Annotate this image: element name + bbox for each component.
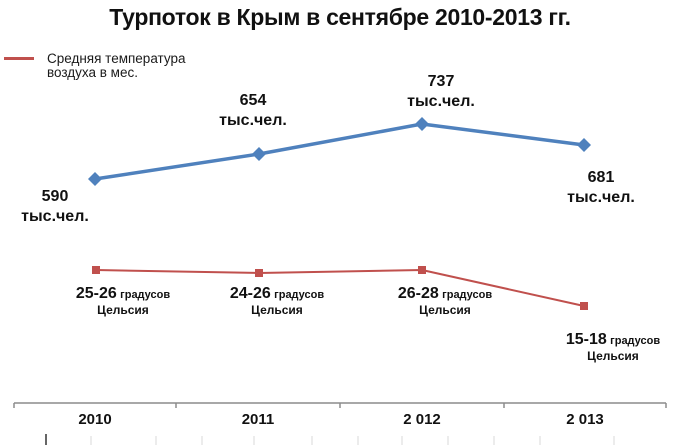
unit: градусов (610, 335, 661, 347)
x-tick-label-2010: 2010 (78, 411, 112, 428)
marker-2013 (580, 302, 588, 310)
unit: тыс.чел. (567, 189, 635, 206)
temperature-label-2010: 25-26 градусов Цельсия (58, 286, 188, 318)
marker-2012 (415, 117, 429, 131)
tourists-label-2010: 590 тыс.чел. (10, 187, 100, 227)
unit-line2: Цельсия (97, 303, 149, 317)
tourists-label-2011: 654 тыс.чел. (208, 91, 298, 131)
value: 654 (239, 92, 267, 109)
unit: тыс.чел. (407, 93, 475, 110)
unit: градусов (120, 289, 171, 301)
x-tick-label-2012: 2 012 (403, 411, 441, 428)
tourists-line (94, 122, 585, 181)
unit-line2: Цельсия (251, 303, 303, 317)
tourists-markers (88, 117, 591, 186)
unit: тыс.чел. (219, 112, 287, 129)
range: 24-26 (229, 285, 271, 302)
unit-line2: Цельсия (587, 349, 639, 363)
temperature-label-2013: 15-18 градусов Цельсия (548, 332, 678, 364)
unit-line2: Цельсия (419, 303, 471, 317)
marker-2011 (255, 269, 263, 277)
marker-2010 (92, 266, 100, 274)
unit: градусов (442, 289, 493, 301)
temperature-label-2012: 26-28 градусов Цельсия (380, 286, 510, 318)
value: 681 (587, 169, 615, 186)
x-tick-label-2013: 2 013 (566, 411, 604, 428)
marker-2011 (252, 147, 266, 161)
temperature-line (95, 269, 585, 307)
unit: тыс.чел. (21, 208, 89, 225)
unit: градусов (274, 289, 325, 301)
range: 15-18 (565, 331, 607, 348)
marker-2013 (577, 138, 591, 152)
tourists-label-2013: 681 тыс.чел. (556, 168, 646, 208)
range: 25-26 (75, 285, 117, 302)
temperature-markers (92, 266, 588, 310)
value: 590 (41, 188, 69, 205)
marker-2012 (418, 266, 426, 274)
value: 737 (427, 73, 455, 90)
x-tick-label-2011: 2011 (241, 411, 275, 428)
range: 26-28 (397, 285, 439, 302)
marker-2010 (88, 172, 102, 186)
legend-temperature-label: Средняя температура воздуха в мес. (47, 51, 186, 80)
x-axis (13, 402, 667, 408)
chart-title: Турпоток в Крым в сентябре 2010-2013 гг. (109, 4, 571, 30)
temperature-label-2011: 24-26 градусов Цельсия (212, 286, 342, 318)
legend-temperature-swatch (4, 57, 34, 60)
tourists-label-2012: 737 тыс.чел. (396, 72, 486, 112)
